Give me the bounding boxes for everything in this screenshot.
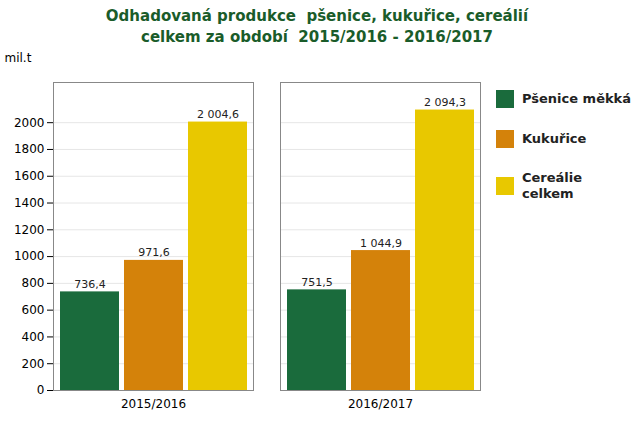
svg-text:1800: 1800 <box>14 142 45 156</box>
svg-text:751,5: 751,5 <box>301 276 333 289</box>
svg-text:2016/2017: 2016/2017 <box>348 397 413 411</box>
html-text:Odhadovaná produkce pšenice, k: Odhadovaná produkce pšenice, kukuřice, c… <box>105 7 529 46</box>
svg-text:1000: 1000 <box>14 249 45 263</box>
svg-text:mil.t: mil.t <box>5 51 32 65</box>
html-text:Kukuřice: Kukuřice <box>522 130 587 146</box>
svg-text:800: 800 <box>22 276 45 290</box>
html-text:Pšenice měkká: Pšenice měkká <box>522 90 631 106</box>
svg-text:200: 200 <box>22 357 45 371</box>
svg-text:2015/2016: 2015/2016 <box>121 397 186 411</box>
svg-text:2 004,6: 2 004,6 <box>197 108 239 121</box>
svg-text:600: 600 <box>22 303 45 317</box>
svg-text:736,4: 736,4 <box>74 278 106 291</box>
svg-text:2 094,3: 2 094,3 <box>424 96 466 109</box>
svg-text:1 044,9: 1 044,9 <box>360 237 402 250</box>
svg-text:400: 400 <box>22 330 45 344</box>
svg-text:2000: 2000 <box>14 116 45 130</box>
svg-text:1400: 1400 <box>14 196 45 210</box>
svg-text:0: 0 <box>37 383 45 397</box>
svg-text:971,6: 971,6 <box>138 246 170 259</box>
svg-text:1200: 1200 <box>14 223 45 237</box>
svg-text:1600: 1600 <box>14 169 45 183</box>
html-text:Cereálie celkem: Cereálie celkem <box>522 170 583 202</box>
